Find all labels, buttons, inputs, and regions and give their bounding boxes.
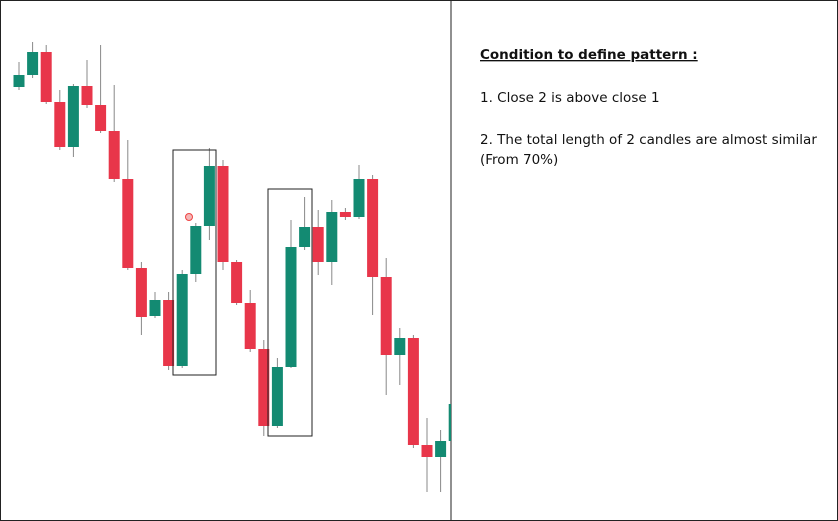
candle-body	[339, 212, 351, 217]
candle-body	[122, 179, 134, 268]
candle-body	[190, 226, 202, 274]
candle-body	[81, 86, 93, 105]
candle-body	[299, 227, 311, 247]
candle-body	[163, 300, 175, 366]
candle-body	[203, 166, 215, 226]
candle-body	[394, 338, 406, 355]
candle-body	[448, 404, 451, 441]
candle-body	[271, 367, 283, 426]
candle-body	[380, 277, 392, 355]
candle-body	[54, 102, 66, 147]
candle-body	[13, 75, 25, 87]
candle-body	[326, 212, 338, 262]
candle-body	[40, 52, 52, 102]
candle-body	[149, 300, 161, 316]
candle-body	[258, 349, 270, 426]
candle-body	[312, 227, 324, 262]
candle-body	[231, 262, 243, 303]
candle-body	[353, 179, 365, 217]
candle-body	[407, 338, 419, 445]
note: 2. The total length of 2 candles are alm…	[480, 132, 817, 148]
candle-body	[421, 445, 433, 457]
candle-body	[108, 131, 120, 179]
candle-body	[176, 274, 188, 366]
highlight-box	[267, 188, 313, 437]
candle-body	[244, 303, 256, 349]
candle-body	[217, 166, 229, 262]
candle-body	[95, 105, 107, 131]
candle-body	[27, 52, 39, 75]
highlight-box	[172, 149, 217, 376]
candle-body	[285, 247, 297, 367]
candles	[13, 42, 451, 492]
note: (From 70%)	[480, 152, 558, 168]
candle-body	[67, 86, 79, 147]
notes-title: Condition to define pattern :	[480, 47, 698, 63]
candle-body	[135, 268, 147, 317]
note: 1. Close 2 is above close 1	[480, 90, 660, 106]
candle-body	[435, 441, 447, 457]
cursor-dot	[185, 213, 193, 221]
candle-body	[367, 179, 379, 277]
